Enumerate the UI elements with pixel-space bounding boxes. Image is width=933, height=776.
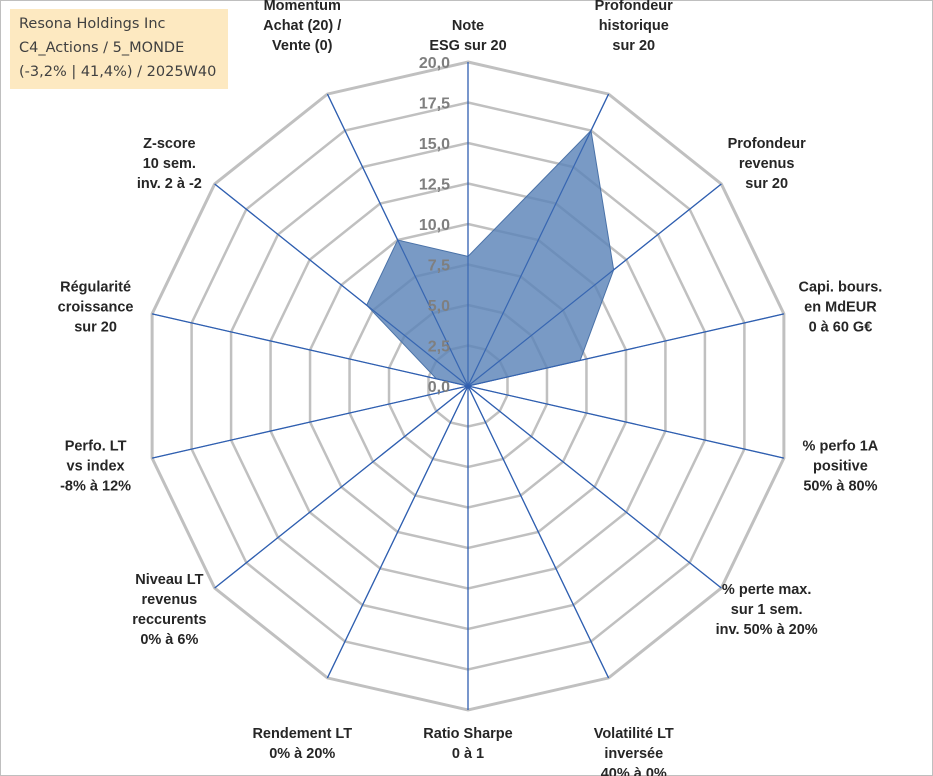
axis-spoke-overlay xyxy=(467,313,784,387)
axis-label-line: Volatilité LT xyxy=(594,726,674,742)
axis-label-line: Z-score xyxy=(143,136,195,152)
axis-label-line: sur 1 sem. xyxy=(731,602,803,618)
axis-label-line: Rendement LT xyxy=(252,726,352,742)
axis-label-line: Momentum xyxy=(264,0,341,14)
radial-tick-labels: 0,0 2,5 5,0 7,5 10,0 12,5 15,0 17,5 20,0 xyxy=(419,55,450,396)
axis-label-line: Profondeur xyxy=(595,0,673,14)
axis-label: % perte max. sur 1 sem. inv. 50% à 20% xyxy=(716,582,818,638)
axis-label-line: croissance xyxy=(58,299,134,315)
axis-labels: Note ESG sur 20 Profondeur historique sur 20… xyxy=(58,0,883,776)
axis-label-line: Niveau LT xyxy=(135,572,203,588)
axis-label-line: reccurents xyxy=(132,612,206,628)
axis-label-line: sur 20 xyxy=(74,319,117,335)
axis-label: Ratio Sharpe 0 à 1 xyxy=(423,726,512,762)
axis-label-line: sur 20 xyxy=(745,176,788,192)
series-area xyxy=(366,129,615,387)
axis-label-line: inv. 2 à -2 xyxy=(137,176,202,192)
info-box: Resona Holdings Inc C4_Actions / 5_MONDE… xyxy=(10,9,228,89)
axis-spoke-overlay xyxy=(467,183,722,387)
axis-spoke-overlay xyxy=(326,93,469,387)
axis-label-line: vs index xyxy=(67,459,125,475)
tick-label: 2,5 xyxy=(428,339,450,356)
axis-label: Profondeur revenus sur 20 xyxy=(728,136,806,192)
axis-label-line: % perte max. xyxy=(722,582,811,598)
axis-label-line: revenus xyxy=(142,592,198,608)
axis-label: Z-score 10 sem. inv. 2 à -2 xyxy=(137,136,202,192)
tick-label: 20,0 xyxy=(419,55,450,72)
axis-spoke-overlay xyxy=(214,385,469,589)
axis-label-line: inversée xyxy=(604,746,663,762)
axis-label-line: 10 sem. xyxy=(143,156,196,172)
axis-label: Perfo. LT vs index -8% à 12% xyxy=(60,439,131,495)
radar-series xyxy=(152,62,784,710)
axis-label: Note ESG sur 20 xyxy=(429,18,506,54)
axis-spoke-overlay xyxy=(467,385,722,589)
axis-label-line: sur 20 xyxy=(612,38,655,54)
axis-label-line: Profondeur xyxy=(728,136,806,152)
axis-label: Capi. bours. en MdEUR 0 à 60 G€ xyxy=(799,279,883,335)
tick-label: 10,0 xyxy=(419,217,450,234)
axis-spoke-overlay xyxy=(467,385,784,459)
tick-label: 5,0 xyxy=(428,298,450,315)
axis-label-line: Capi. bours. xyxy=(799,279,883,295)
axis-label-line: inv. 50% à 20% xyxy=(716,622,818,638)
axis-spoke-overlay xyxy=(152,385,469,459)
axis-label-line: ESG sur 20 xyxy=(429,38,506,54)
axis-label-line: 40% à 0% xyxy=(601,766,667,776)
axis-label-line: 0 à 60 G€ xyxy=(809,319,873,335)
info-performance: (-3,2% | 41,4%) / 2025W40 xyxy=(19,64,217,80)
axis-spoke-overlay xyxy=(152,313,469,387)
axis-label-line: positive xyxy=(813,459,868,475)
tick-label: 17,5 xyxy=(419,96,450,113)
axis-label: Régularité croissance sur 20 xyxy=(58,279,134,335)
info-title: Resona Holdings Inc xyxy=(19,16,166,32)
axis-label-line: Vente (0) xyxy=(272,38,333,54)
axis-label-line: 50% à 80% xyxy=(803,479,877,495)
tick-label: 15,0 xyxy=(419,136,450,153)
axis-label-line: % perfo 1A xyxy=(803,439,879,455)
axis-label-line: Régularité xyxy=(60,279,131,295)
info-category: C4_Actions / 5_MONDE xyxy=(19,40,185,56)
axis-spoke-overlay xyxy=(467,93,610,387)
axis-label: Rendement LT 0% à 20% xyxy=(252,726,352,762)
axis-label-line: Ratio Sharpe xyxy=(423,726,512,742)
axis-label-line: 0 à 1 xyxy=(452,746,484,762)
axis-label: Niveau LT revenus reccurents 0% à 6% xyxy=(132,572,206,648)
axis-label-line: Note xyxy=(452,18,484,34)
axis-spoke-overlay xyxy=(214,183,469,387)
axis-label: % perfo 1A positive 50% à 80% xyxy=(803,439,879,495)
tick-label: 7,5 xyxy=(428,258,450,275)
axis-label-line: en MdEUR xyxy=(804,299,877,315)
tick-label: 12,5 xyxy=(419,177,450,194)
axis-spoke-overlay xyxy=(326,385,469,679)
axis-spoke-overlay xyxy=(467,385,610,679)
axis-label-line: -8% à 12% xyxy=(60,479,131,495)
axis-label: Momentum Achat (20) / Vente (0) xyxy=(263,0,341,54)
axis-label-line: 0% à 6% xyxy=(140,632,198,648)
axis-label: Volatilité LT inversée 40% à 0% xyxy=(594,726,674,776)
axis-label-line: Achat (20) / xyxy=(263,18,341,34)
tick-label: 0,0 xyxy=(428,379,450,396)
axis-label-line: 0% à 20% xyxy=(269,746,335,762)
axis-label: Profondeur historique sur 20 xyxy=(595,0,673,54)
axis-label-line: revenus xyxy=(739,156,795,172)
axis-label-line: historique xyxy=(599,18,669,34)
axis-label-line: Perfo. LT xyxy=(65,439,127,455)
